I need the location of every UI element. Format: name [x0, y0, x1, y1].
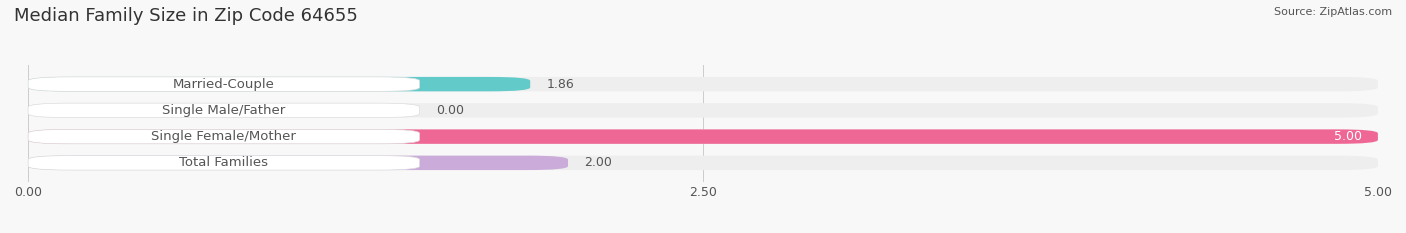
FancyBboxPatch shape [28, 103, 419, 118]
FancyBboxPatch shape [28, 129, 419, 144]
Text: Married-Couple: Married-Couple [173, 78, 274, 91]
FancyBboxPatch shape [28, 103, 1378, 118]
Text: 5.00: 5.00 [1334, 130, 1361, 143]
FancyBboxPatch shape [28, 156, 1378, 170]
Text: Single Male/Father: Single Male/Father [162, 104, 285, 117]
FancyBboxPatch shape [28, 156, 419, 170]
FancyBboxPatch shape [28, 156, 568, 170]
FancyBboxPatch shape [28, 77, 419, 91]
FancyBboxPatch shape [28, 77, 1378, 91]
FancyBboxPatch shape [28, 129, 1378, 144]
Text: Median Family Size in Zip Code 64655: Median Family Size in Zip Code 64655 [14, 7, 359, 25]
Text: 0.00: 0.00 [436, 104, 464, 117]
Text: 1.86: 1.86 [547, 78, 574, 91]
FancyBboxPatch shape [28, 77, 530, 91]
Text: Single Female/Mother: Single Female/Mother [152, 130, 297, 143]
Text: Total Families: Total Families [180, 156, 269, 169]
Text: Source: ZipAtlas.com: Source: ZipAtlas.com [1274, 7, 1392, 17]
Text: 2.00: 2.00 [585, 156, 612, 169]
FancyBboxPatch shape [28, 129, 1378, 144]
